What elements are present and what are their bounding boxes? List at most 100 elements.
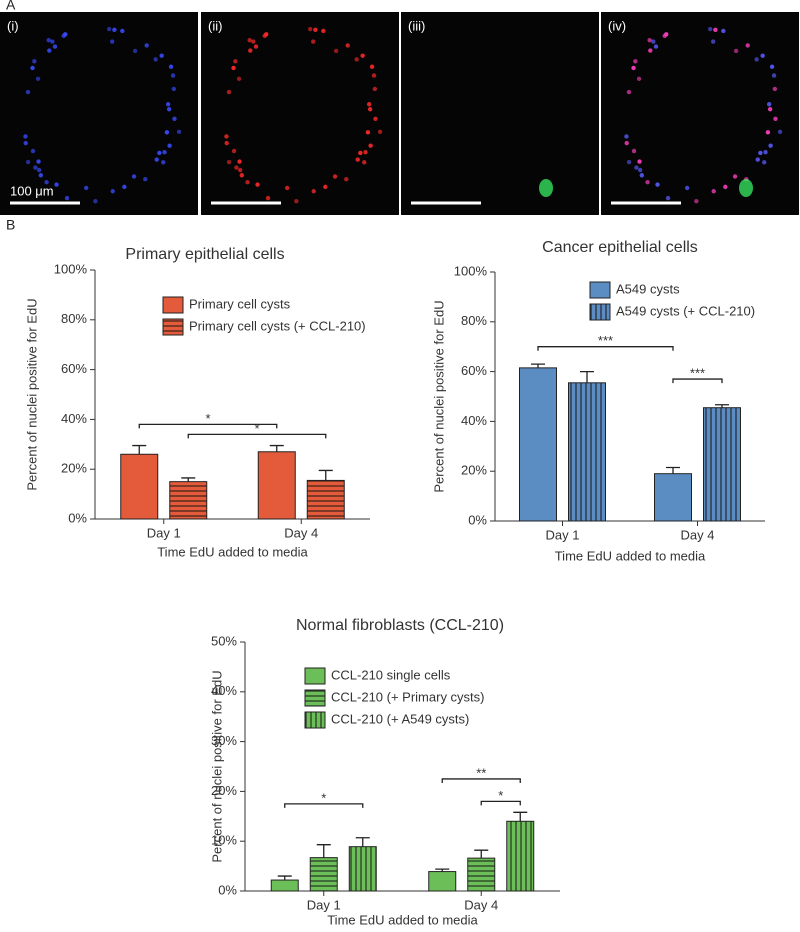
legend-swatch	[304, 689, 326, 707]
y-tick-label: 20%	[61, 461, 87, 476]
nucleus	[170, 73, 176, 78]
bar	[270, 879, 299, 892]
significance-label: **	[476, 765, 486, 780]
nucleus	[38, 173, 44, 178]
bar	[309, 857, 338, 892]
legend-label: Primary cell cysts	[189, 296, 291, 311]
nucleus	[648, 48, 653, 53]
nucleus	[372, 86, 378, 92]
error-bar	[132, 444, 147, 455]
nucleus	[284, 185, 290, 191]
error-bar	[435, 868, 450, 872]
nucleus	[162, 150, 167, 155]
nucleus	[358, 150, 363, 156]
nucleus	[52, 44, 58, 49]
nucleus	[64, 195, 70, 201]
x-tick-label: Day 4	[464, 897, 498, 912]
significance-label: ***	[598, 333, 613, 348]
nucleus	[684, 185, 690, 191]
y-tick-label: 20%	[211, 783, 237, 798]
chart-title: Cancer epithelial cells	[542, 239, 698, 256]
nucleus	[733, 48, 739, 54]
nucleus	[106, 26, 112, 32]
nucleus	[732, 174, 738, 179]
y-tick-label: 60%	[461, 363, 487, 378]
nucleus	[713, 27, 718, 33]
y-tick-label: 100%	[54, 261, 88, 276]
significance-bracket	[672, 378, 723, 384]
significance-bracket	[480, 800, 521, 806]
x-tick-label: Day 1	[546, 527, 580, 542]
significance-bracket	[284, 803, 364, 808]
bar	[703, 407, 741, 522]
error-bar	[181, 477, 196, 482]
nucleus	[758, 150, 763, 156]
nucleus	[311, 189, 316, 194]
image-label: (iii)	[408, 18, 425, 33]
nucleus	[637, 159, 642, 164]
bar	[568, 382, 606, 522]
significance-bracket	[441, 778, 521, 783]
scale-bar-label: 100 μm	[10, 183, 54, 198]
micrograph	[0, 12, 198, 215]
nucleus	[769, 64, 775, 69]
nucleus	[30, 65, 35, 71]
nucleus	[47, 48, 52, 53]
nucleus	[165, 102, 171, 107]
y-tick-label: 10%	[211, 833, 237, 848]
legend-label: CCL-210 single cells	[331, 667, 451, 682]
nucleus	[237, 159, 242, 164]
x-axis-label: Time EdU added to media	[555, 548, 706, 563]
nucleus	[112, 27, 117, 33]
nucleus	[624, 140, 629, 146]
nucleus	[655, 182, 660, 187]
y-tick-label: 80%	[61, 311, 87, 326]
microscopy-panel: (i) (ii) (iii) (iv) 100 μm	[0, 12, 799, 215]
bar	[257, 451, 296, 520]
nucleus	[631, 65, 636, 71]
y-tick-label: 40%	[461, 413, 487, 428]
x-tick-label: Day 1	[307, 897, 341, 912]
nucleus	[93, 198, 98, 204]
nucleus	[651, 39, 656, 44]
nucleus	[247, 37, 252, 43]
nucleus	[83, 185, 89, 191]
nucleus	[23, 140, 28, 146]
bar	[306, 479, 345, 520]
nucleus	[766, 102, 772, 107]
significance-label: ***	[690, 366, 705, 381]
nucleus	[172, 116, 177, 121]
nucleus	[332, 174, 338, 179]
nucleus	[262, 33, 267, 39]
nucleus	[626, 89, 632, 95]
nucleus	[368, 143, 373, 148]
nucleus	[711, 189, 716, 194]
legend-swatch	[162, 318, 184, 336]
nucleus	[721, 28, 726, 34]
nucleus	[777, 129, 783, 134]
legend-swatch	[589, 303, 611, 321]
nucleus	[25, 159, 31, 165]
nucleus	[662, 33, 667, 39]
y-tick-label: 40%	[211, 683, 237, 698]
nucleus	[265, 195, 271, 201]
nucleus	[710, 39, 716, 44]
nucleus	[723, 184, 728, 190]
nucleus	[61, 33, 66, 39]
nucleus	[647, 37, 652, 43]
nucleus	[122, 184, 127, 190]
legend-swatch	[589, 281, 611, 299]
legend-label: CCL-210 (+ Primary cysts)	[331, 689, 485, 704]
nucleus	[772, 86, 778, 92]
nucleus	[233, 59, 238, 64]
nucleus	[323, 184, 328, 190]
nucleus	[239, 173, 245, 178]
nucleus	[771, 73, 777, 78]
glow	[739, 179, 753, 197]
image-label: (ii)	[208, 18, 222, 33]
nucleus	[360, 53, 365, 58]
nucleus	[226, 159, 232, 165]
nucleus	[35, 76, 41, 81]
nucleus	[365, 130, 371, 135]
nucleus	[167, 143, 172, 148]
